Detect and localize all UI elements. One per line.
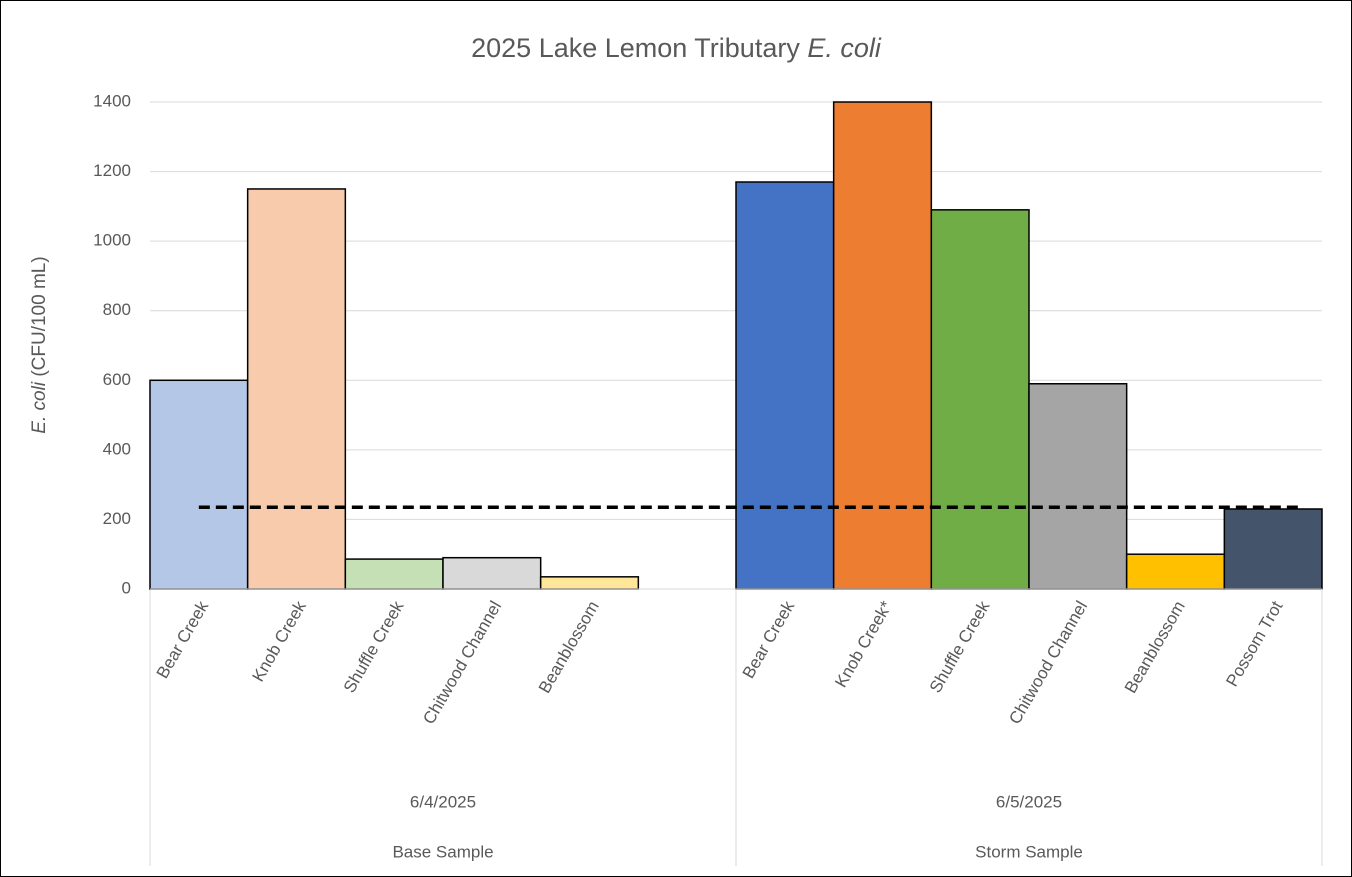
group-label: Storm Sample: [975, 842, 1083, 861]
title-italic: E. coli: [807, 33, 882, 63]
chart-title: 2025 Lake Lemon Tributary E. coli: [471, 33, 882, 63]
group-label: Base Sample: [392, 842, 493, 861]
y-tick-label: 800: [103, 300, 131, 319]
y-tick-label: 200: [103, 509, 131, 528]
bar: [539, 576, 640, 590]
y-tick-label: 1200: [93, 161, 131, 180]
bar: [832, 101, 933, 590]
bar: [344, 558, 444, 590]
y-tick-label: 400: [103, 439, 131, 458]
y-label-text: (CFU/100 mL): [29, 256, 50, 382]
group-date-label: 6/4/2025: [410, 792, 476, 811]
y-axis-label: E. coli (CFU/100 mL): [29, 256, 50, 433]
bar: [442, 556, 542, 590]
bar: [735, 181, 835, 590]
bar: [1028, 383, 1128, 590]
bar: [1223, 508, 1323, 590]
bar: [1125, 553, 1226, 590]
bar: [149, 379, 249, 590]
y-label-italic: E. coli: [29, 381, 50, 434]
y-tick-label: 600: [103, 370, 131, 389]
y-tick-label: 0: [122, 578, 131, 597]
y-tick-label: 1400: [93, 91, 131, 110]
bar: [930, 209, 1030, 590]
title-text: 2025 Lake Lemon Tributary: [471, 33, 807, 63]
bar: [246, 188, 347, 590]
group-date-label: 6/5/2025: [996, 792, 1062, 811]
y-tick-label: 1000: [93, 231, 131, 250]
